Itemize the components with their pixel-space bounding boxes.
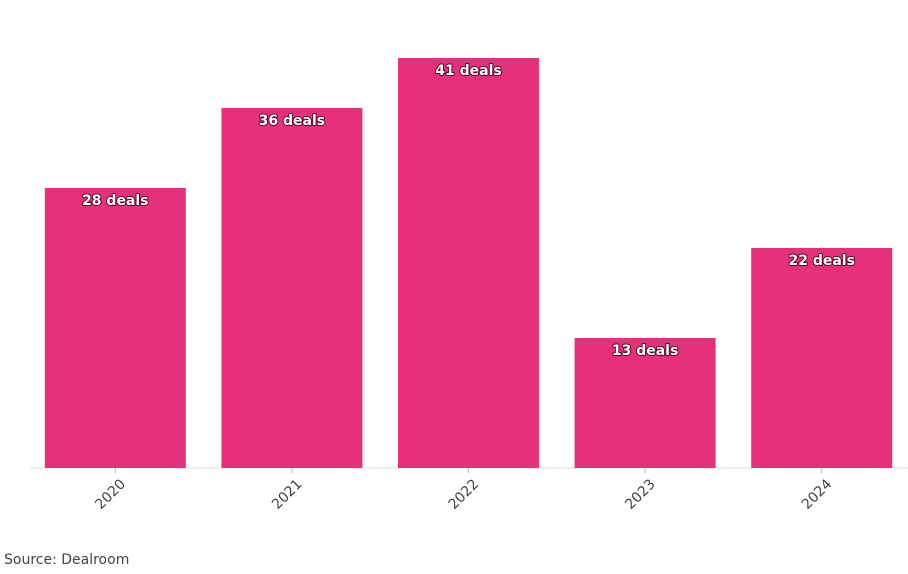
x-tick-label: 2021 [269,476,306,513]
data-label: 41 deals [435,63,501,79]
x-tick-label: 2023 [622,476,659,513]
x-tick-label: 2020 [92,476,129,513]
data-label: 13 deals [612,343,678,359]
bar [398,58,539,468]
bar [221,108,363,468]
x-tick-label: 2024 [799,476,836,513]
bar [44,188,186,468]
data-label: 36 deals [259,113,325,129]
data-label: 28 deals [82,193,148,209]
source: Source: Dealroom [4,552,129,568]
bar [574,338,716,468]
x-tick-label: 2022 [446,476,483,513]
bar [751,248,893,468]
data-label: 22 deals [788,253,854,269]
